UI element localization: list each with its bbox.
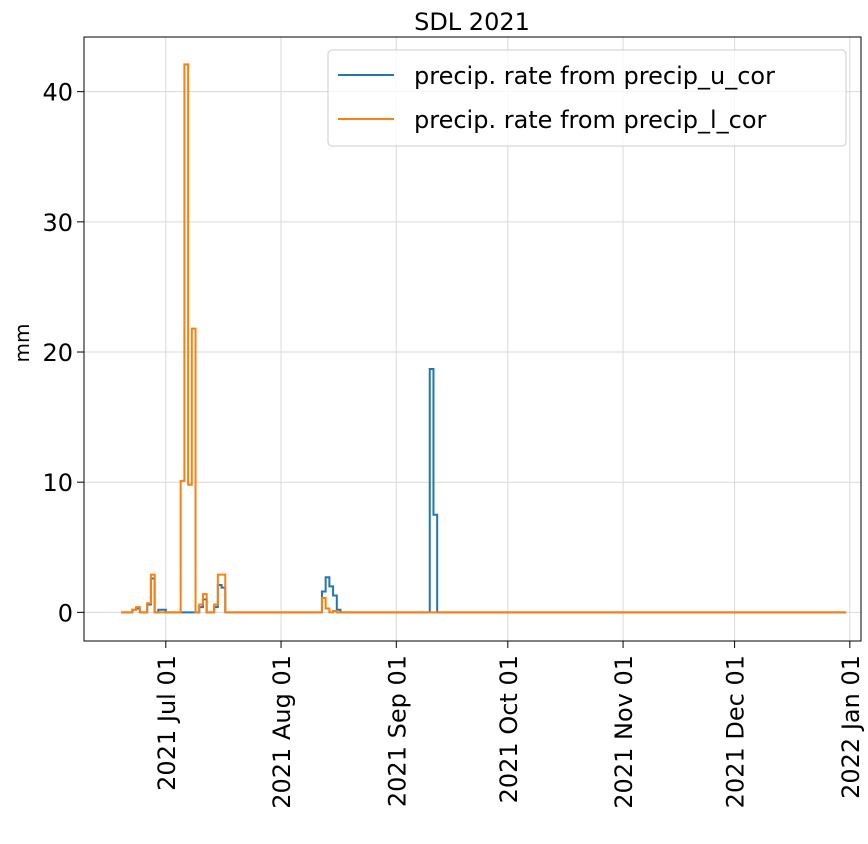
y-tick-label: 10 [42,469,73,497]
y-tick-label: 40 [42,79,73,107]
y-tick-label: 20 [42,339,73,367]
series-line-2 [121,63,847,614]
y-tick-label: 30 [42,209,73,237]
x-tick-label: 2021 Oct 01 [495,655,523,803]
x-tick-label: 2022 Jan 01 [837,655,865,799]
x-axis: 2021 Jul 01 2021 Aug 01 2021 Sep 01 2021 Oc… [153,641,865,809]
series-layer [121,63,847,614]
y-tick-label: 0 [58,599,73,627]
x-tick-label: 2021 Aug 01 [268,655,296,809]
plot-frame [83,36,862,642]
x-tick-label: 2021 Sep 01 [383,655,411,807]
y-axis-label: mm [10,324,34,363]
x-tick-label: 2021 Nov 01 [610,655,638,809]
legend: precip. rate from precip_u_cor precip. ra… [327,49,847,147]
legend-label-1: precip. rate from precip_u_cor [414,62,775,90]
legend-label-2: precip. rate from precip_l_cor [414,106,767,134]
grid-lines [84,37,861,641]
y-axis: 0 10 20 30 40 [42,79,84,627]
x-tick-label: 2021 Jul 01 [153,655,181,791]
x-tick-label: 2021 Dec 01 [722,655,750,808]
legend-box [327,49,847,147]
chart-title: SDL 2021 [414,8,530,36]
